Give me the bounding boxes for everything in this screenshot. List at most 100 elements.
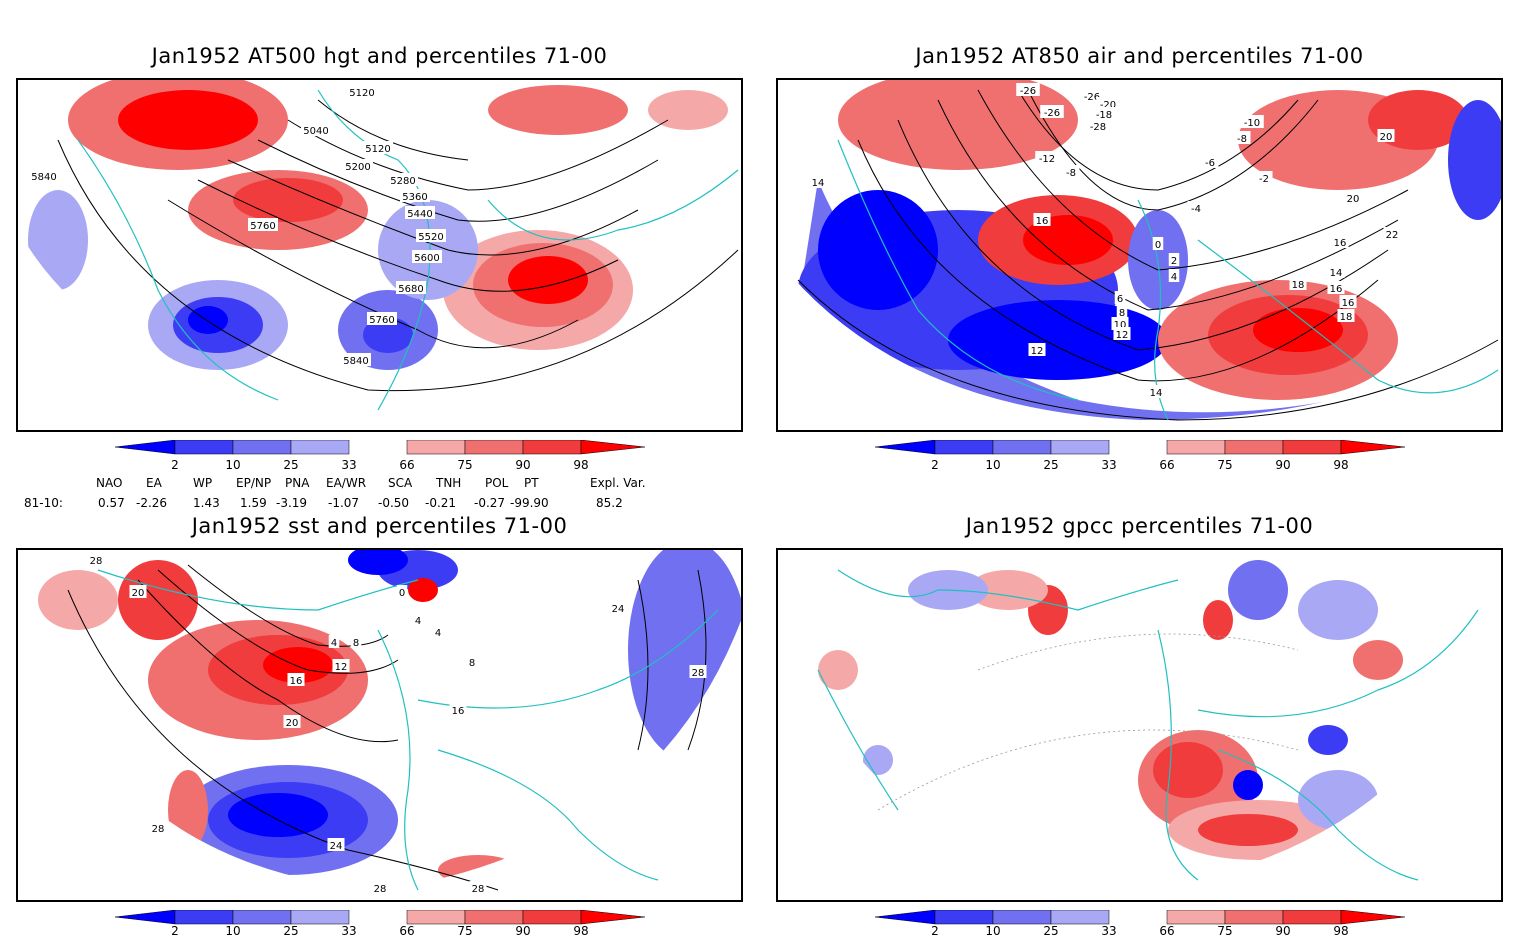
colorbar-hgt: 2 10 25 33 66 75 90 98: [115, 440, 645, 480]
svg-text:4: 4: [1171, 272, 1177, 283]
contour-label: 18: [1289, 277, 1307, 291]
svg-text:28: 28: [152, 824, 165, 835]
contour-label: -8: [1233, 131, 1251, 145]
colorbar-label: 66: [399, 458, 415, 472]
colorbar-air: 2 10 25 33 66 75 90 98: [875, 440, 1405, 480]
map-panel-gpcc: [776, 548, 1503, 902]
svg-text:-28: -28: [1090, 122, 1106, 133]
contour-label: -18: [1092, 107, 1116, 121]
index-header: SCA: [388, 476, 413, 490]
contour-label: 4: [412, 613, 424, 627]
contour-label: 16: [1327, 281, 1345, 295]
colorbar-label: 98: [1333, 458, 1349, 472]
svg-text:-18: -18: [1096, 110, 1112, 121]
svg-text:20: 20: [286, 718, 299, 729]
index-value: -0.50: [378, 496, 410, 510]
colorbar-label: 75: [1217, 924, 1233, 938]
contour-label: 16: [1033, 213, 1051, 227]
contour-label: 5280: [388, 173, 418, 187]
index-header: PNA: [285, 476, 310, 490]
index-value: 1.59: [240, 496, 267, 510]
svg-text:-2: -2: [1259, 174, 1269, 185]
colorbar-sst: 2 10 25 33 66 75 90 98: [115, 910, 645, 940]
colorbar-label: 2: [931, 458, 939, 472]
svg-text:12: 12: [1031, 346, 1044, 357]
colorbar-label: 25: [283, 924, 299, 938]
index-row-label: 81-10:: [24, 496, 63, 510]
colorbar-label: 25: [1043, 924, 1059, 938]
contour-label: -12: [1035, 151, 1059, 165]
contour-label: 18: [1337, 309, 1355, 323]
contour-label: -8: [1062, 165, 1080, 179]
contour-label: 5680: [396, 281, 426, 295]
contour-label: 4: [1168, 269, 1180, 283]
svg-text:5520: 5520: [418, 232, 443, 243]
contour-label: -26: [1016, 83, 1040, 97]
colorbar-label: 33: [341, 458, 357, 472]
svg-text:14: 14: [812, 178, 825, 189]
svg-text:5360: 5360: [402, 192, 427, 203]
map-panel-sst: 28 20 0 4 8 12 16 20 24 28 28 28 24 28 16 8 4 4: [16, 548, 743, 902]
contour-label: 5840: [29, 169, 59, 183]
contour-label: 28: [469, 881, 487, 895]
colorbar-label: 90: [1275, 458, 1291, 472]
svg-text:8: 8: [1119, 308, 1125, 319]
svg-text:8: 8: [469, 658, 475, 669]
colorbar-label: 75: [457, 458, 473, 472]
svg-text:28: 28: [692, 668, 705, 679]
panel-title-sst: Jan1952 sst and percentiles 71-00: [191, 514, 568, 538]
contour-label: -6: [1201, 155, 1219, 169]
contour-label: 28: [87, 553, 105, 567]
svg-text:12: 12: [1116, 330, 1129, 341]
colorbar-label: 98: [573, 924, 589, 938]
index-header: EP/NP: [236, 476, 272, 490]
colorbar-gpcc: 2 10 25 33 66 75 90 98: [875, 910, 1405, 940]
map-panel-hgt: 5120 5040 5120 5200 5280 5360 5440 5520 5600 5680…: [16, 78, 743, 432]
contour-label: 5520: [416, 229, 446, 243]
colorbar-label: 10: [985, 924, 1001, 938]
contour-label: 14: [809, 175, 827, 189]
contour-label: 5360: [400, 189, 430, 203]
svg-text:-20: -20: [1100, 100, 1116, 111]
contour-label: 28: [149, 821, 167, 835]
contour-label: 16: [287, 673, 305, 687]
index-value: -0.21: [425, 496, 457, 510]
svg-text:-26: -26: [1084, 92, 1100, 103]
svg-text:5840: 5840: [31, 172, 56, 183]
svg-text:5040: 5040: [303, 126, 328, 137]
index-value: -0.27: [474, 496, 506, 510]
colorbar-label: 98: [573, 458, 589, 472]
svg-text:5280: 5280: [390, 176, 415, 187]
svg-text:16: 16: [1334, 238, 1347, 249]
contour-label: 20: [1377, 129, 1395, 143]
svg-text:-10: -10: [1244, 118, 1260, 129]
svg-text:-4: -4: [1191, 204, 1201, 215]
index-value: -2.26: [136, 496, 168, 510]
colorbar-label: 2: [171, 924, 179, 938]
svg-text:16: 16: [452, 706, 465, 717]
svg-text:-8: -8: [1237, 134, 1247, 145]
index-value: -3.19: [276, 496, 308, 510]
contour-label: 5040: [301, 123, 331, 137]
contour-label: 0: [396, 585, 408, 599]
contour-label: 5760: [367, 312, 397, 326]
svg-text:16: 16: [1330, 284, 1343, 295]
index-header: TNH: [436, 476, 462, 490]
colorbar-label: 2: [171, 458, 179, 472]
svg-text:14: 14: [1330, 268, 1343, 279]
contour-label: 8: [1116, 305, 1128, 319]
map-panel-air: -26 -26 -26 -20 -18 -28 -10 -8 -12 -8 -6 -2 -4 0 2 4 6 8 1…: [776, 78, 1503, 432]
index-value: 85.2: [596, 496, 623, 510]
colorbar-label: 25: [283, 458, 299, 472]
index-header: PT: [524, 476, 539, 490]
index-header: Expl. Var.: [590, 476, 646, 490]
contour-label: 2: [1168, 253, 1180, 267]
contour-label: 5440: [405, 206, 435, 220]
index-value: -1.07: [328, 496, 360, 510]
svg-text:-8: -8: [1066, 168, 1076, 179]
svg-text:5680: 5680: [398, 284, 423, 295]
contour-label: 4: [432, 625, 444, 639]
svg-text:2: 2: [1171, 256, 1177, 267]
contour-label: 12: [1113, 327, 1131, 341]
svg-text:5120: 5120: [365, 144, 390, 155]
